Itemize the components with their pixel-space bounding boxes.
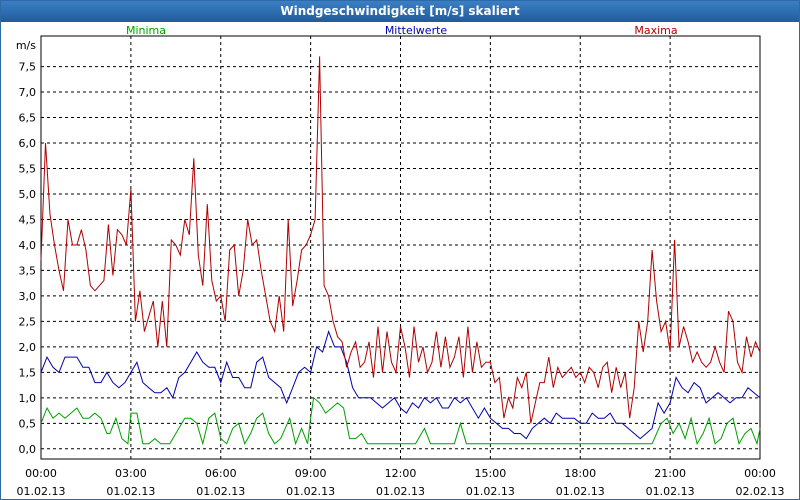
series-line-mittelwerte xyxy=(40,330,761,440)
x-tick-time: 12:00 xyxy=(385,467,417,480)
x-tick-time: 09:00 xyxy=(295,467,327,480)
x-tick-date: 01.02.13 xyxy=(17,485,66,498)
series-line-minima xyxy=(40,396,761,446)
y-tick-label: 6,0 xyxy=(19,137,37,150)
x-tick-time: 03:00 xyxy=(115,467,147,480)
x-tick-date: 01.02.13 xyxy=(286,485,335,498)
x-tick-date: 01.02.13 xyxy=(376,485,425,498)
window-title: Windgeschwindigkeit [m/s] skaliert xyxy=(1,1,799,22)
x-tick-date: 01.02.13 xyxy=(466,485,515,498)
y-tick-label: 7,0 xyxy=(19,86,37,99)
y-tick-label: 5,5 xyxy=(19,163,37,176)
y-tick-label: 2,0 xyxy=(19,341,37,354)
y-tick-label: 1,0 xyxy=(19,392,37,405)
y-tick-label: 6,5 xyxy=(19,112,37,125)
x-tick-time: 18:00 xyxy=(564,467,596,480)
x-tick-date: 01.02.13 xyxy=(106,485,155,498)
x-tick-time: 15:00 xyxy=(475,467,507,480)
y-tick-label: 3,5 xyxy=(19,264,37,277)
legend-maxima: Maxima xyxy=(634,24,677,37)
x-tick-time: 21:00 xyxy=(654,467,686,480)
x-tick-time: 06:00 xyxy=(205,467,237,480)
legend-minima: Minima xyxy=(126,24,166,37)
y-tick-label: 3,0 xyxy=(19,290,37,303)
y-tick-label: 4,0 xyxy=(19,239,37,252)
x-tick-time: 00:00 xyxy=(744,467,776,480)
x-tick-time: 00:00 xyxy=(25,467,57,480)
x-tick-date: 01.02.13 xyxy=(556,485,605,498)
series-line-maxima xyxy=(40,56,761,424)
x-tick-date: 01.02.13 xyxy=(196,485,245,498)
x-tick-date: 02.02.13 xyxy=(736,485,785,498)
y-axis-label: m/s xyxy=(16,39,36,52)
legend-mittelwerte: Mittelwerte xyxy=(385,24,448,37)
y-tick-label: 0,5 xyxy=(19,417,37,430)
y-tick-label: 4,5 xyxy=(19,213,37,226)
chart-svg: 0,0 0,5 1,0 1,5 2,0 2,5 3,0 3,5 4,0 4,5 5,0 5,5 6,0 6… xyxy=(16,24,785,498)
y-tick-label: 1,5 xyxy=(19,366,37,379)
x-tick-date: 01.02.13 xyxy=(646,485,695,498)
y-tick-label: 5,0 xyxy=(19,188,37,201)
y-tick-label: 0,0 xyxy=(19,443,37,456)
y-tick-label: 7,5 xyxy=(19,61,37,74)
y-tick-label: 2,5 xyxy=(19,315,37,328)
